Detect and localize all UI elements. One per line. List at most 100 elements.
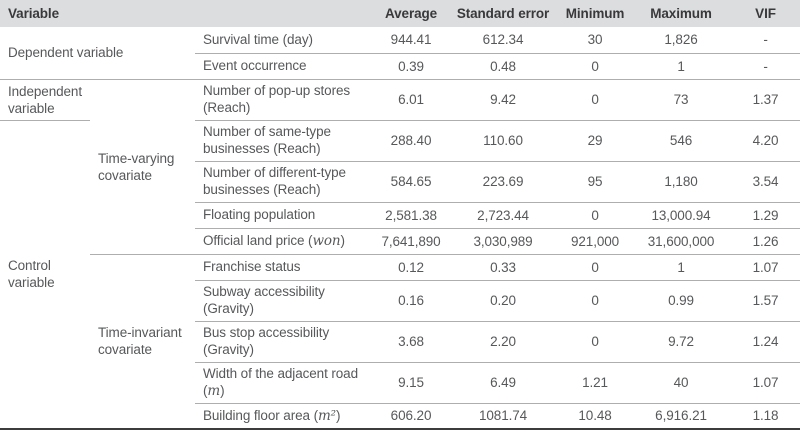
maximum-cell: 546 [631, 120, 732, 162]
vif-cell: 1.24 [731, 321, 800, 363]
minimum-cell: 0 [559, 321, 632, 363]
variable-name-cell: Bus stop accessibility (Gravity) [195, 321, 376, 363]
maximum-cell: 73 [631, 79, 732, 121]
table-row: Floating population 2,581.38 2,723.44 0 … [0, 202, 800, 229]
average-cell: 0.16 [375, 280, 448, 322]
table-row: Number of different-type businesses (Rea… [0, 161, 800, 203]
variable-name-cell: Width of the adjacent road (m) [195, 362, 376, 404]
group-dependent-variable: Dependent variable [0, 27, 195, 80]
minimum-cell: 95 [559, 161, 632, 203]
vif-cell: 1.37 [731, 79, 800, 121]
group-control-variable: Control variable [8, 258, 55, 291]
vif-cell: 1.07 [731, 362, 800, 404]
standard-error-cell: 2.20 [447, 321, 560, 363]
maximum-cell: 9.72 [631, 321, 732, 363]
column-header-average: Average [375, 0, 448, 27]
average-cell: 0.39 [375, 53, 448, 80]
vif-cell: 3.54 [731, 161, 800, 203]
maximum-cell: 6,916.21 [655, 408, 707, 424]
minimum-cell: 0 [559, 254, 632, 281]
maximum-cell: 1,180 [631, 161, 732, 203]
variable-name: Bus stop accessibility (Gravity) [203, 325, 330, 357]
variable-name: Floating population [203, 207, 316, 222]
minimum-cell: 10.48 [578, 408, 612, 424]
standard-error-cell: 0.48 [447, 53, 560, 80]
minimum-cell: 29 [559, 120, 632, 162]
vif-cell: 1.07 [731, 254, 800, 281]
variable-name-cell: Number of pop-up stores (Reach) [195, 79, 376, 121]
minimum-cell: 30 [559, 27, 632, 54]
variable-name-cell: Survival time (day) [195, 27, 376, 54]
variable-name: Width of the adjacent road ( [203, 366, 358, 398]
standard-error-cell: 6.49 [447, 362, 560, 404]
variable-name-cell: Floating population [195, 202, 376, 229]
variable-name: Franchise status [203, 259, 301, 274]
average-cell: 9.15 [375, 362, 448, 404]
maximum-cell: 13,000.94 [631, 202, 732, 229]
table-row: Subway accessibility (Gravity) 0.16 0.20… [0, 280, 800, 322]
variable-name-cell: Number of different-type businesses (Rea… [195, 161, 376, 203]
table-row: Official land price (won) 7,641,890 3,03… [0, 228, 800, 255]
average-cell: 6.01 [375, 79, 448, 121]
standard-error-cell: 9.42 [447, 79, 560, 121]
table-row: Control variable Number of same-type bus… [0, 120, 800, 290]
maximum-cell: 1 [631, 254, 732, 281]
group-time-varying-covariate: Time-varying covariate [90, 79, 195, 255]
maximum-cell: 1,826 [631, 27, 732, 54]
standard-error-cell: 0.20 [447, 280, 560, 322]
variable-name-cell: Event occurrence [195, 53, 376, 80]
standard-error-cell: 612.34 [447, 27, 560, 54]
standard-error-cell: 1081.74 [478, 408, 528, 424]
column-header-vif: VIF [731, 0, 800, 27]
standard-error-cell: 110.60 [447, 120, 560, 162]
variable-name: Survival time (day) [203, 31, 313, 47]
minimum-cell: 0 [559, 202, 632, 229]
minimum-cell: 0 [559, 280, 632, 322]
table-row: Building floor area (m²) 606.20 1081.74 … [0, 403, 800, 429]
vif-cell: 1.29 [731, 202, 800, 229]
vif-cell: 1.26 [731, 228, 800, 255]
minimum-cell: 0 [559, 53, 632, 80]
variable-name: Number of pop-up stores (Reach) [203, 83, 351, 115]
maximum-cell: 1 [631, 53, 732, 80]
variable-name-suffix: ) [220, 383, 225, 398]
variable-name: Official land price ( [203, 233, 313, 248]
variable-name-cell: Official land price (won) [195, 228, 376, 255]
average-cell: 606.20 [390, 408, 432, 424]
descriptive-statistics-table: Variable Average Standard error Minimum … [0, 0, 800, 430]
vif-cell: 1.57 [731, 280, 800, 322]
variable-name: Number of same-type businesses (Reach) [203, 124, 331, 156]
group-independent-variable: Independent variable [0, 79, 90, 121]
column-header-maximum: Maximum [631, 0, 732, 27]
maximum-cell: 0.99 [631, 280, 732, 322]
table-row: Time-invariant covariate Franchise statu… [0, 254, 800, 357]
table-row: Bus stop accessibility (Gravity) 3.68 2.… [0, 321, 800, 363]
variable-unit: won [312, 233, 341, 249]
group-time-invariant-covariate: Time-invariant covariate [98, 325, 182, 358]
table-row: Dependent variable Survival time (day) 9… [0, 27, 800, 80]
standard-error-cell: 0.33 [447, 254, 560, 281]
minimum-cell: 0 [559, 79, 632, 121]
variable-name: Event occurrence [203, 58, 307, 73]
vif-cell: 4.20 [731, 120, 800, 162]
minimum-cell: 921,000 [559, 228, 632, 255]
table-row: Width of the adjacent road (m) 9.15 6.49… [0, 362, 800, 404]
variable-name-cell: Number of same-type businesses (Reach) [195, 120, 376, 162]
column-header-standard-error: Standard error [447, 0, 560, 27]
average-cell: 944.41 [375, 27, 448, 54]
vif-cell: - [731, 53, 800, 80]
table-row: Event occurrence 0.39 0.48 0 1 - [0, 53, 800, 80]
variable-name-suffix: ) [340, 233, 346, 248]
average-cell: 288.40 [375, 120, 448, 162]
variable-unit: m [207, 383, 221, 399]
average-cell: 3.68 [375, 321, 448, 363]
average-cell: 7,641,890 [375, 228, 448, 255]
standard-error-cell: 223.69 [447, 161, 560, 203]
variable-name-cell: Franchise status [195, 254, 376, 281]
variable-name-cell: Building floor area (m²) [195, 403, 375, 429]
variable-unit: m² [317, 407, 336, 424]
average-cell: 0.12 [375, 254, 448, 281]
average-cell: 2,581.38 [375, 202, 448, 229]
vif-cell: - [731, 27, 800, 54]
variable-name-cell: Subway accessibility (Gravity) [195, 280, 376, 322]
